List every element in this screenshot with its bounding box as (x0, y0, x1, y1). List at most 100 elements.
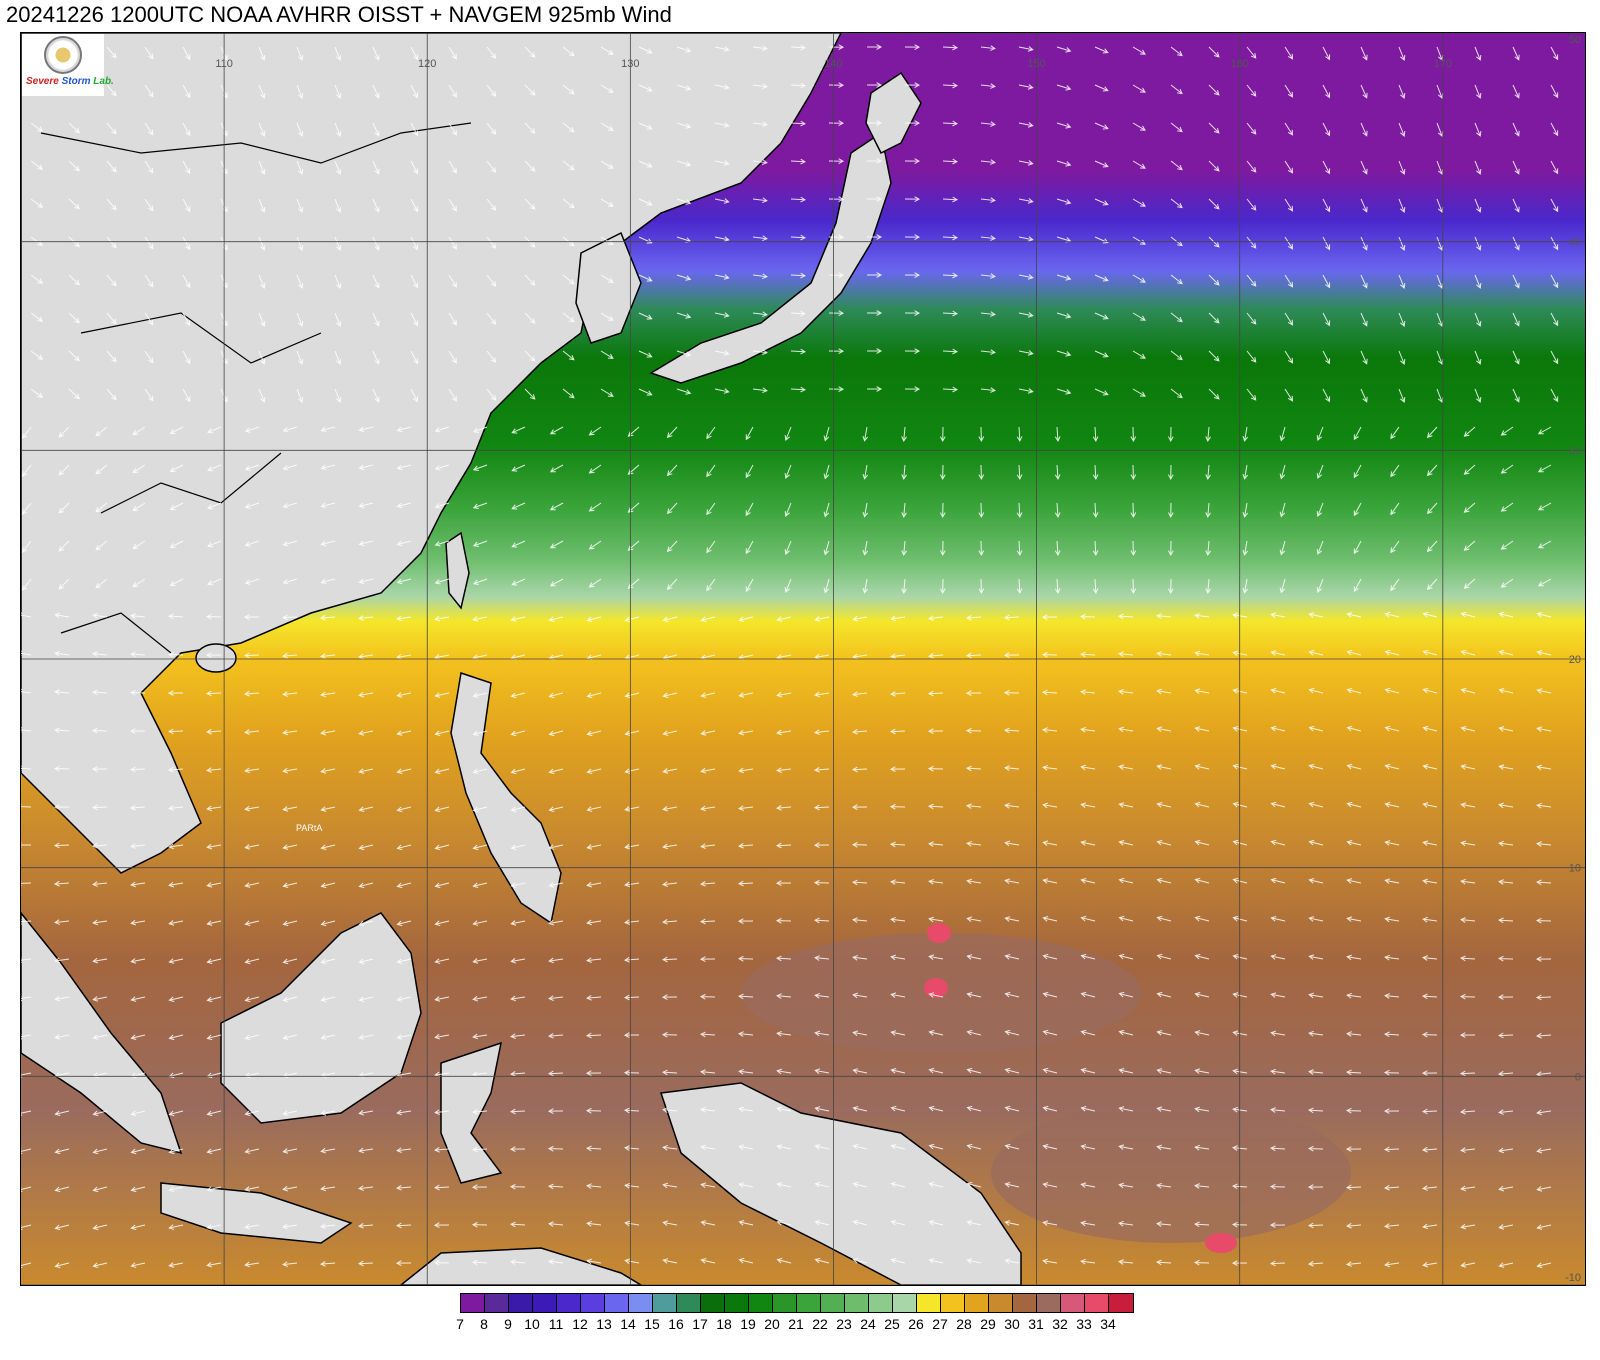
colorbar-level-label: 25 (884, 1316, 900, 1332)
wind-arrow (58, 540, 70, 552)
wind-arrow (54, 612, 70, 619)
wind-arrow (169, 426, 184, 435)
wind-arrow (1307, 1184, 1324, 1190)
wind-arrow (282, 806, 298, 812)
wind-arrow (1426, 464, 1438, 477)
wind-arrow (1460, 1108, 1476, 1115)
wind-arrow (662, 1144, 678, 1151)
wind-arrow (1080, 1067, 1096, 1074)
wind-arrow (1308, 687, 1324, 694)
wind-arrow (1170, 312, 1183, 323)
land-borneo (220, 912, 422, 1124)
wind-arrow (1194, 953, 1210, 960)
wind-arrow (1130, 502, 1137, 519)
wind-arrow (334, 198, 342, 213)
wind-arrow (95, 540, 108, 551)
wind-arrow (434, 920, 450, 927)
wind-arrow (661, 956, 678, 963)
wind-arrow (1307, 1222, 1324, 1229)
wind-arrow (334, 312, 342, 327)
wind-arrow (980, 121, 996, 127)
wind-arrow (1156, 1030, 1172, 1036)
wind-arrow (1308, 839, 1324, 846)
wind-arrow (206, 996, 222, 1003)
wind-arrow (92, 1262, 108, 1269)
wind-arrow (548, 844, 564, 850)
wind-arrow (586, 881, 602, 888)
wind-arrow (396, 464, 412, 471)
wind-arrow (790, 386, 807, 393)
wind-arrow (638, 160, 653, 168)
wind-arrow (472, 464, 488, 471)
map-canvas: 110 120 130 140 150 160 170 50 40 30 20 10 0 -10 PARt… (21, 33, 1585, 1285)
land-hokkaido (865, 71, 922, 155)
colorbar-swatch (869, 1294, 893, 1312)
wind-arrow (1246, 274, 1257, 287)
wind-arrow (510, 730, 526, 737)
wind-arrow (638, 46, 653, 54)
wind-arrow (472, 1071, 488, 1077)
wind-arrow (585, 1107, 602, 1114)
wind-arrow (144, 46, 154, 60)
wind-arrow (396, 730, 412, 736)
wind-arrow (396, 1109, 412, 1116)
wind-arrow (1170, 388, 1183, 399)
wind-arrow (30, 160, 44, 170)
wind-arrow (814, 1144, 830, 1150)
wind-arrow (714, 198, 730, 204)
wind-arrow (206, 1261, 222, 1268)
wind-arrow (928, 954, 944, 960)
wind-arrow (928, 916, 944, 923)
wind-arrow (1537, 502, 1552, 511)
wind-arrow (1018, 84, 1034, 90)
wind-arrow (244, 996, 260, 1003)
wind-arrow (1422, 611, 1438, 618)
wind-arrow (168, 920, 184, 926)
wind-arrow (1156, 953, 1172, 960)
wind-arrow (1512, 388, 1520, 403)
wind-arrow (1170, 46, 1183, 57)
wind-arrow (282, 958, 298, 965)
wind-arrow (1056, 274, 1072, 281)
wind-arrow (1383, 1069, 1400, 1076)
wind-arrow (624, 843, 640, 850)
wind-arrow (965, 690, 982, 696)
wind-arrow (1167, 464, 1174, 481)
colorbar-swatch (557, 1294, 581, 1312)
wind-arrow (549, 578, 564, 587)
wind-arrow (1056, 388, 1072, 395)
wind-arrow (1360, 198, 1368, 213)
wind-arrow (358, 806, 374, 813)
wind-arrow (1003, 614, 1020, 621)
wind-arrow (1246, 160, 1257, 173)
wind-arrow (586, 806, 602, 812)
wind-arrow (889, 728, 906, 735)
wind-arrow (68, 198, 80, 210)
wind-arrow (1269, 1222, 1286, 1228)
wind-arrow (662, 1107, 678, 1113)
wind-arrow (548, 1221, 564, 1227)
wind-arrow (1383, 1146, 1400, 1153)
wind-arrow (965, 765, 982, 772)
wind-arrow (1270, 688, 1286, 694)
country-borders (40, 122, 472, 654)
wind-arrow (738, 1144, 754, 1150)
wind-arrow (548, 882, 564, 888)
wind-arrow (1550, 160, 1559, 175)
wind-arrow (1232, 726, 1248, 732)
wind-arrow (1284, 46, 1294, 60)
wind-arrow (95, 502, 108, 513)
colorbar-swatch (749, 1294, 773, 1312)
wind-arrow (1316, 540, 1324, 555)
wind-arrow (623, 1069, 640, 1076)
colorbar-swatch (773, 1294, 797, 1312)
wind-arrow (1498, 649, 1514, 656)
wind-arrow (1194, 764, 1210, 770)
wind-arrow (828, 158, 845, 164)
wind-arrow (862, 502, 869, 518)
wind-arrow (600, 46, 614, 55)
wind-arrow (1498, 1109, 1514, 1115)
wind-arrow (320, 614, 336, 621)
wind-arrow (1308, 1260, 1324, 1267)
wind-arrow (472, 1109, 488, 1115)
